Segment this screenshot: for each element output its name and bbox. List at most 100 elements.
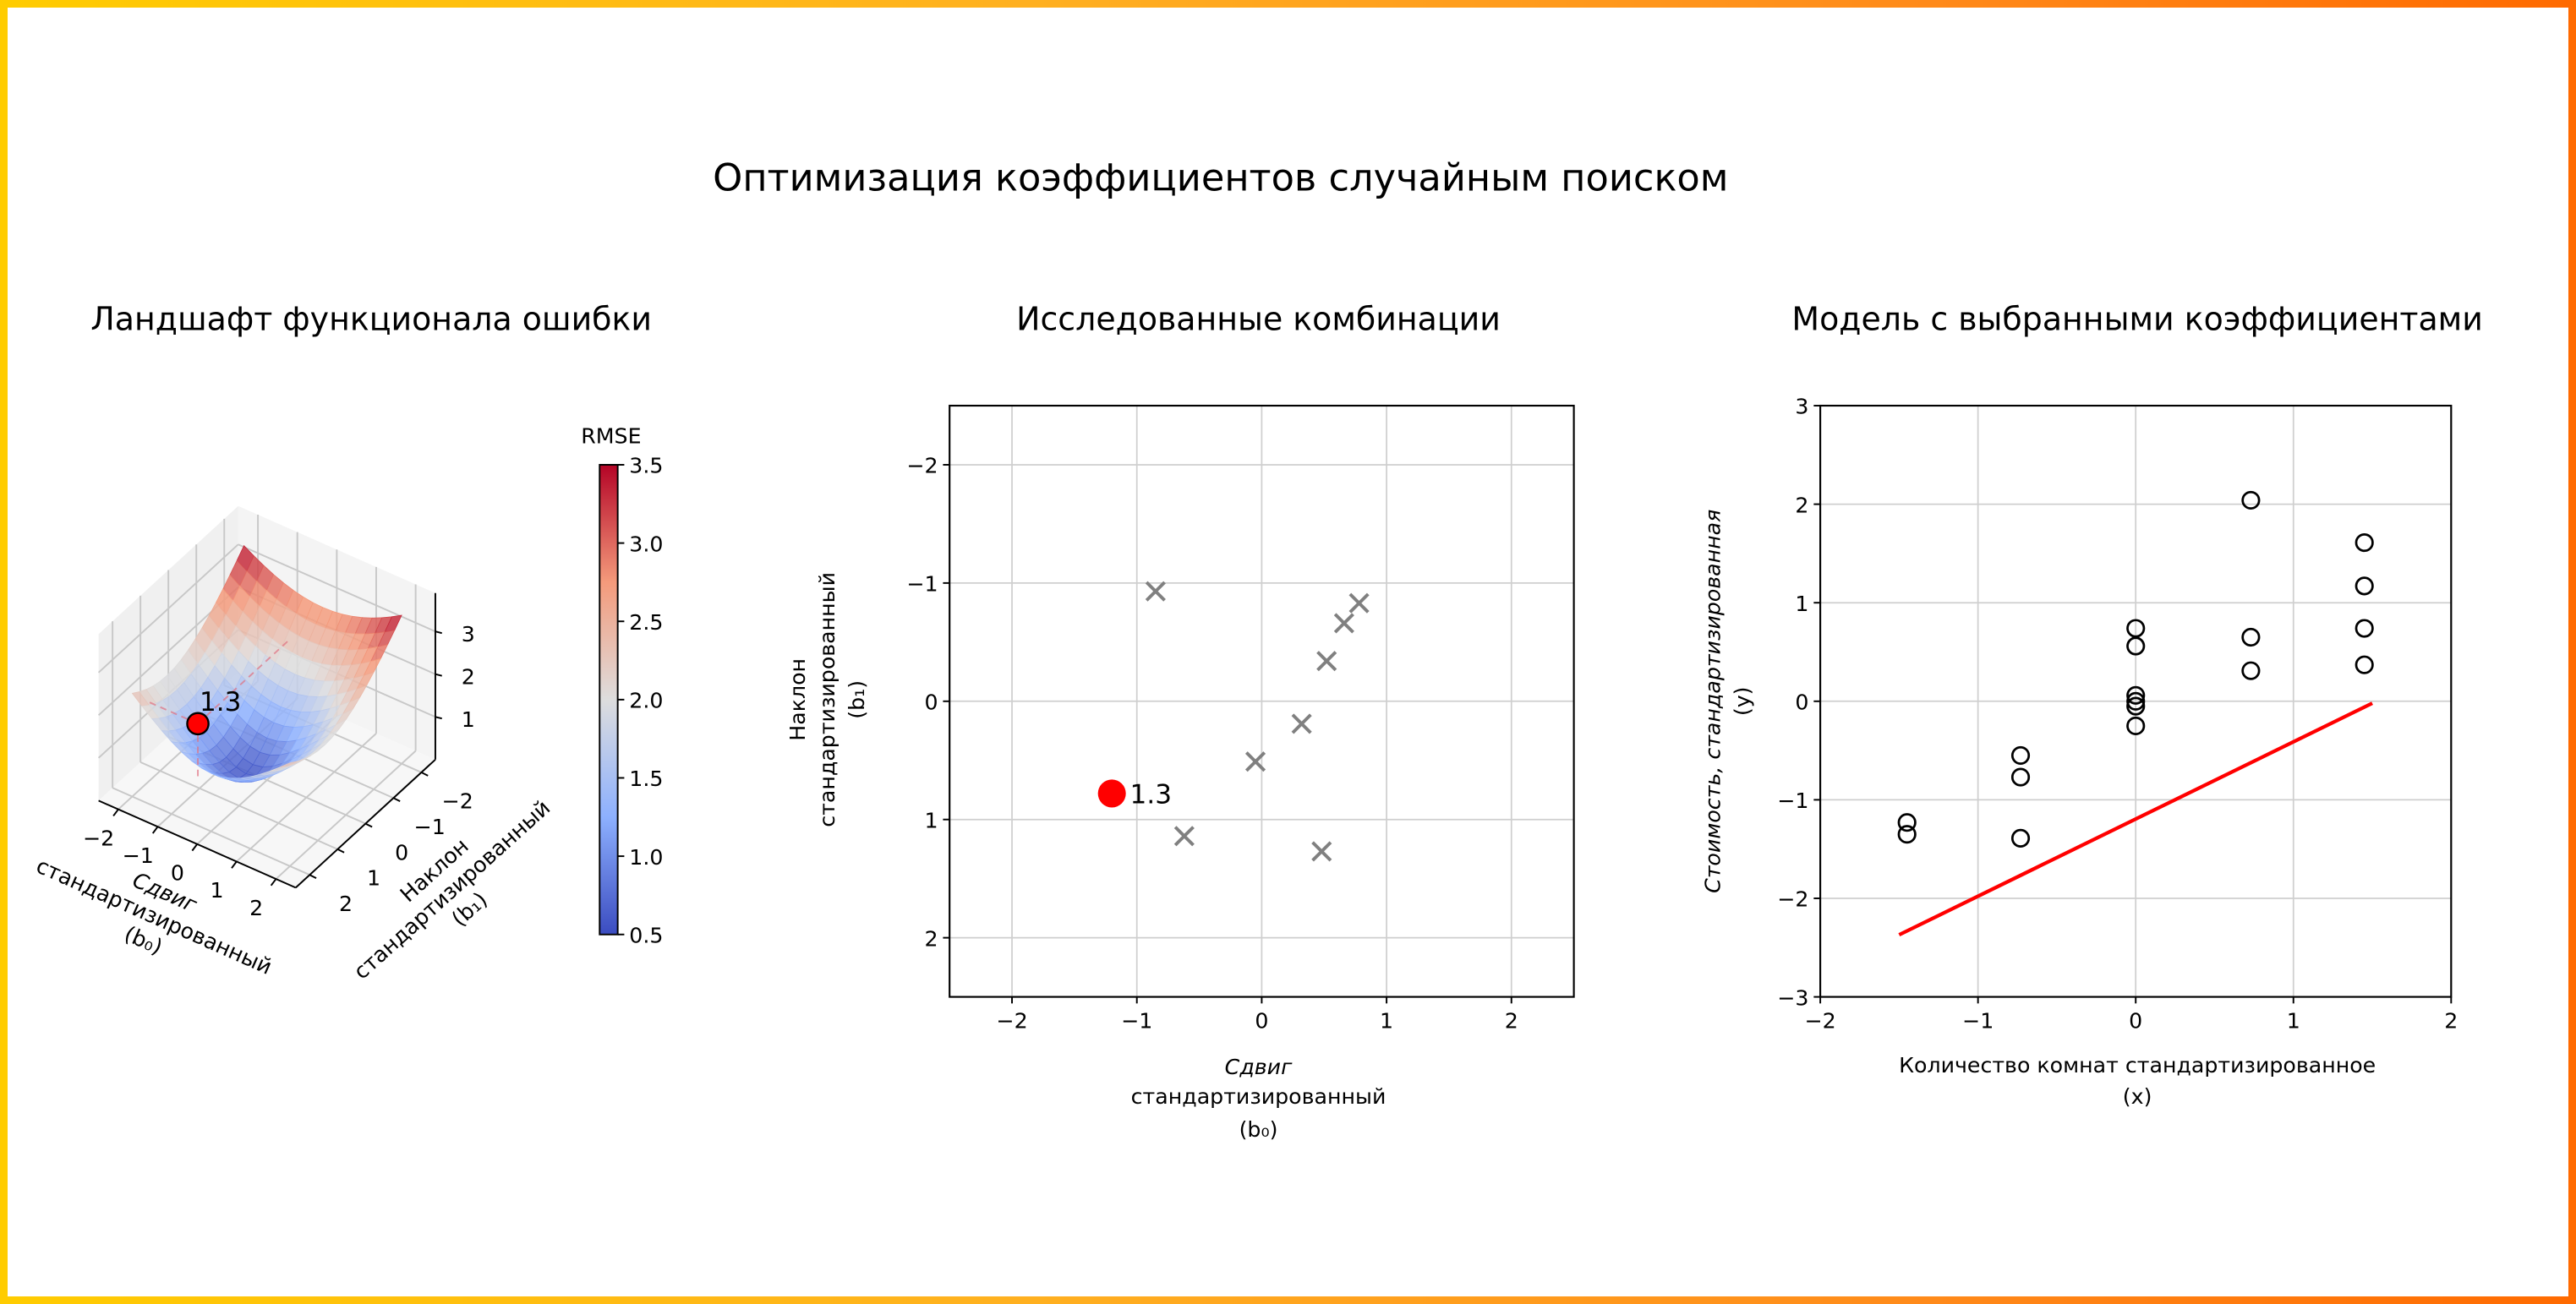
explored-plot: Исследованные комбинации −2 −1 0 1 2−2−1012 … bbox=[785, 301, 1575, 1142]
explored-point-marker bbox=[1145, 581, 1166, 602]
best-point-label: 1.3 bbox=[200, 687, 241, 717]
surface-patch bbox=[280, 761, 298, 768]
model-ylabel-1: Стоимость, стандартизированная bbox=[1701, 510, 1726, 893]
xtick-label: −2 bbox=[996, 1009, 1027, 1034]
data-point bbox=[2241, 661, 2261, 680]
data-point bbox=[2126, 619, 2146, 638]
model-line bbox=[1898, 701, 2373, 937]
model-xlabel-1: Количество комнат стандартизированное bbox=[1899, 1053, 2376, 1078]
grid-line bbox=[275, 750, 417, 880]
colorbar-tick-label: 3.5 bbox=[629, 454, 663, 478]
explored-title: Исследованные комбинации bbox=[1016, 301, 1501, 338]
ztick-mark bbox=[435, 716, 442, 720]
surface-plot: Ландшафт функционала ошибки −2−1012−2−10… bbox=[33, 301, 664, 985]
data-point bbox=[2354, 576, 2374, 596]
ytick-label: 2 bbox=[925, 926, 938, 951]
explored-xlabel-3: (b₀) bbox=[1239, 1117, 1278, 1142]
ztick-mark bbox=[435, 630, 442, 635]
x-marker-stroke bbox=[1316, 651, 1337, 672]
xtick-label: −2 bbox=[83, 826, 114, 850]
colorbar-tick-label: 2.5 bbox=[629, 610, 663, 635]
explored-point-marker bbox=[1316, 651, 1337, 672]
projection-line bbox=[197, 639, 291, 725]
xtick-label: 2 bbox=[249, 896, 263, 920]
x-marker-stroke bbox=[1333, 613, 1354, 634]
colorbar-tick-label: 2.0 bbox=[629, 689, 663, 713]
explored-grid: −2 −1 0 1 2 −2 −1 0 1 2 bbox=[906, 406, 1574, 1034]
explored-axes bbox=[949, 404, 1575, 998]
figure-title: Оптимизация коэффициентов случайным поис… bbox=[713, 155, 1728, 199]
data-point bbox=[1897, 825, 1917, 844]
explored-xlabel-1: Сдвиг bbox=[1225, 1055, 1293, 1079]
ytick-label: 1 bbox=[1795, 592, 1808, 616]
ytick-label: 2 bbox=[339, 892, 353, 916]
data-point bbox=[2126, 716, 2146, 736]
explored-point-marker bbox=[1348, 592, 1370, 614]
x-marker-stroke bbox=[1311, 841, 1332, 862]
data-point bbox=[1897, 813, 1917, 832]
ytick-label: 0 bbox=[1795, 690, 1808, 715]
xtick-label: 0 bbox=[1255, 1009, 1268, 1034]
grid-line bbox=[97, 543, 239, 674]
data-point bbox=[2126, 685, 2146, 705]
x-marker-stroke bbox=[1173, 826, 1195, 847]
best-point-marker bbox=[186, 712, 210, 736]
surface-mesh bbox=[131, 544, 402, 783]
ytick-mark bbox=[364, 822, 373, 828]
data-point bbox=[2241, 627, 2261, 647]
ztick-label: 2 bbox=[462, 664, 475, 689]
ytick-label: −1 bbox=[414, 815, 446, 839]
xtick-label: 0 bbox=[171, 861, 184, 886]
xlabel-line-2: стандартизированный bbox=[33, 854, 276, 979]
colorbar-label: RMSE bbox=[581, 424, 641, 449]
explored-ylabel: Наклон стандартизированный (b₁) bbox=[785, 572, 869, 827]
model-axes bbox=[1819, 404, 2453, 998]
xtick-mark bbox=[191, 843, 198, 852]
colorbar-ticks: 0.5 1.0 1.5 2.0 2.5 3.0 3.5 bbox=[617, 454, 663, 947]
explored-xlabel-2: стандартизированный bbox=[1131, 1084, 1386, 1109]
model-ylabel: Стоимость, стандартизированная (y) bbox=[1701, 510, 1755, 893]
data-point bbox=[2354, 533, 2374, 553]
model-marks bbox=[1897, 490, 2374, 937]
ytick-mark bbox=[421, 772, 429, 777]
surface-title: Ландшафт функционала ошибки bbox=[90, 301, 652, 338]
ytick-label: −2 bbox=[1777, 887, 1808, 912]
grid-line bbox=[112, 787, 310, 876]
explored-point-marker bbox=[1291, 713, 1312, 734]
ytick-mark bbox=[309, 874, 317, 879]
xtick-label: −2 bbox=[1804, 1009, 1835, 1034]
explored-ylabel-1: Наклон bbox=[785, 658, 810, 741]
data-point bbox=[2354, 619, 2374, 638]
ytick-label: 0 bbox=[395, 840, 408, 865]
colorbar-tick-label: 1.5 bbox=[629, 767, 663, 791]
model-ylabel-2: (y) bbox=[1731, 686, 1755, 716]
explored-marks: 1.3 bbox=[1097, 581, 1370, 862]
ytick-label: −1 bbox=[906, 572, 938, 597]
ytick-label: 1 bbox=[367, 866, 380, 891]
data-point bbox=[2126, 636, 2146, 656]
grid-line bbox=[236, 733, 377, 863]
ytick-label: −3 bbox=[1777, 985, 1808, 1010]
surface-annotations: 1.3 bbox=[146, 639, 291, 780]
ytick-label: 2 bbox=[1795, 493, 1808, 517]
xtick-label: −1 bbox=[1962, 1009, 1994, 1034]
xtick-label: 1 bbox=[210, 878, 223, 903]
data-point bbox=[2126, 691, 2146, 711]
xtick-label: 0 bbox=[2129, 1009, 2142, 1034]
xtick-label: 2 bbox=[2444, 1009, 2458, 1034]
grid-line bbox=[139, 761, 338, 850]
ytick-label: 1 bbox=[925, 808, 938, 832]
explored-point-marker bbox=[1333, 613, 1354, 634]
data-point bbox=[2010, 767, 2031, 787]
data-point bbox=[2241, 490, 2261, 510]
data-point bbox=[2010, 745, 2031, 766]
ztick-label: 1 bbox=[462, 707, 475, 732]
ytick-label: −1 bbox=[1777, 788, 1808, 813]
xtick-mark bbox=[270, 878, 277, 887]
explored-point-marker bbox=[1244, 751, 1266, 772]
x-marker-stroke bbox=[1145, 581, 1166, 602]
explored-ylabel-2: стандартизированный bbox=[815, 572, 840, 827]
ytick-mark bbox=[392, 797, 401, 803]
